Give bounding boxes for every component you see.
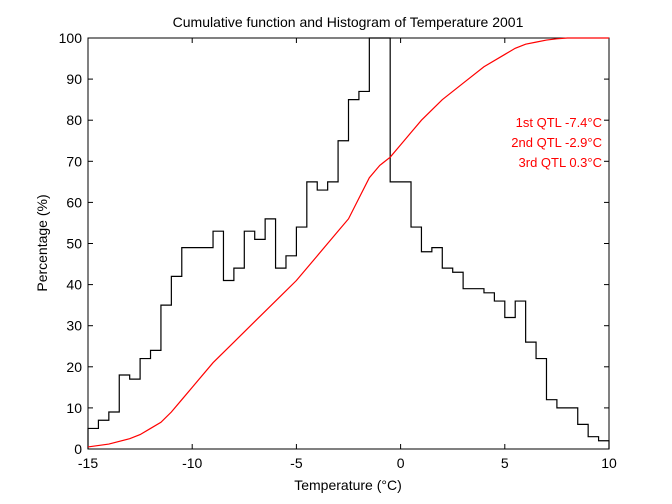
y-tick-label: 60: [66, 194, 82, 210]
quartile-1-annotation: 1st QTL -7.4°C: [516, 115, 602, 130]
y-tick-label: 20: [66, 359, 82, 375]
cumulative-line-series: [87, 37, 609, 448]
y-tick-label: 80: [66, 112, 82, 128]
x-tick-label: -10: [182, 455, 202, 471]
x-axis-label: Temperature (°C): [294, 477, 402, 493]
y-tick-label: 40: [66, 277, 82, 293]
quartile-2-annotation: 2nd QTL -2.9°C: [511, 135, 602, 150]
quartile-3-annotation: 3rd QTL 0.3°C: [519, 155, 602, 170]
x-tick-label: 0: [397, 455, 405, 471]
y-tick-label: 10: [66, 400, 82, 416]
quartile-annotations: 1st QTL -7.4°C 2nd QTL -2.9°C 3rd QTL 0.…: [511, 115, 602, 170]
y-tick-label: 70: [66, 153, 82, 169]
y-tick-label: 30: [66, 318, 82, 334]
x-tick-label: 10: [601, 455, 617, 471]
y-tick-label: 50: [66, 236, 82, 252]
histogram-series: [87, 37, 610, 449]
y-tick-label: 0: [74, 441, 82, 457]
y-tick-label: 100: [59, 30, 83, 46]
y-axis-label: Percentage (%): [34, 194, 50, 291]
x-tick-label: -5: [290, 455, 303, 471]
x-tick-label: 5: [501, 455, 509, 471]
chart-title: Cumulative function and Histogram of Tem…: [173, 14, 524, 30]
x-tick-label: -15: [78, 455, 98, 471]
y-tick-label: 90: [66, 71, 82, 87]
